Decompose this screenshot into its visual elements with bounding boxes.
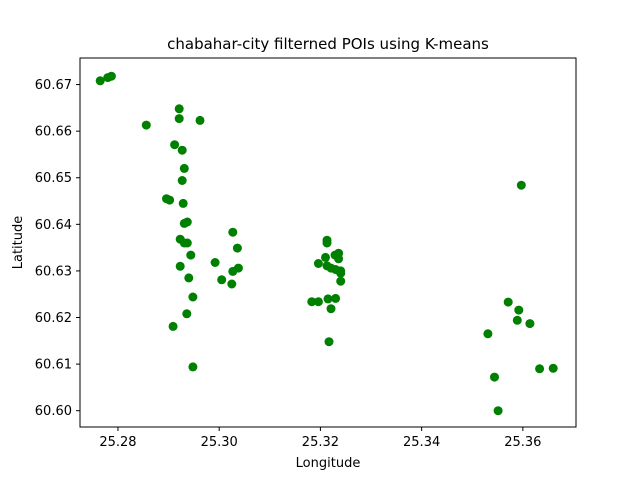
data-point bbox=[228, 266, 238, 276]
x-tick-label: 25.32 bbox=[302, 435, 339, 450]
data-point bbox=[175, 261, 185, 271]
data-point bbox=[210, 258, 220, 267]
data-point bbox=[516, 180, 526, 190]
data-point bbox=[188, 292, 198, 302]
y-tick-label: 60.60 bbox=[35, 404, 72, 419]
x-tick-label: 25.36 bbox=[504, 435, 541, 450]
plot-frame bbox=[79, 57, 577, 428]
data-point bbox=[141, 120, 151, 130]
data-point bbox=[324, 337, 334, 347]
data-point bbox=[334, 254, 344, 264]
data-point bbox=[195, 115, 205, 125]
data-point bbox=[168, 321, 178, 331]
data-point bbox=[170, 140, 180, 150]
data-point bbox=[514, 305, 524, 315]
data-point bbox=[228, 227, 238, 237]
data-point bbox=[493, 406, 503, 416]
y-tick-label: 60.67 bbox=[35, 78, 72, 93]
data-point bbox=[178, 198, 188, 208]
data-point bbox=[182, 217, 192, 227]
y-tick-label: 60.66 bbox=[35, 125, 72, 140]
x-tick-label: 25.28 bbox=[99, 435, 136, 450]
data-point bbox=[232, 243, 242, 253]
x-tick-label: 25.34 bbox=[403, 435, 440, 450]
x-axis: 25.28 25.30 25.32 25.34 25.36 bbox=[99, 427, 541, 450]
data-point bbox=[177, 176, 187, 185]
data-point bbox=[483, 329, 493, 339]
data-point bbox=[188, 362, 198, 372]
data-point bbox=[182, 309, 192, 319]
data-point bbox=[106, 71, 116, 81]
y-axis: 60.60 60.61 60.62 60.63 60.64 60.65 60.66 60.67 bbox=[35, 78, 80, 419]
chart-title: chabahar-city filterned POIs using K-mea… bbox=[167, 35, 489, 53]
data-point bbox=[313, 297, 323, 307]
data-point bbox=[535, 364, 545, 374]
data-point bbox=[503, 297, 513, 307]
data-point bbox=[307, 297, 317, 307]
data-point bbox=[165, 195, 175, 205]
data-point bbox=[331, 293, 341, 303]
data-point bbox=[326, 304, 336, 314]
data-point bbox=[174, 104, 184, 114]
data-point bbox=[182, 238, 192, 248]
data-point bbox=[322, 238, 332, 248]
y-tick-label: 60.62 bbox=[35, 311, 72, 326]
data-point bbox=[177, 145, 187, 155]
data-point bbox=[512, 315, 522, 325]
data-point bbox=[323, 294, 333, 304]
data-point bbox=[174, 114, 184, 124]
x-axis-label: Longitude bbox=[296, 456, 361, 471]
data-point bbox=[179, 163, 189, 173]
y-axis-label: Latitude bbox=[11, 216, 26, 270]
data-point bbox=[336, 276, 346, 286]
y-tick-label: 60.65 bbox=[35, 171, 72, 186]
data-point bbox=[184, 273, 194, 283]
data-point bbox=[525, 319, 535, 329]
data-point bbox=[548, 363, 558, 373]
y-tick-label: 60.64 bbox=[35, 218, 72, 233]
x-tick-label: 25.30 bbox=[201, 435, 238, 450]
data-point bbox=[95, 76, 105, 86]
y-tick-label: 60.63 bbox=[35, 264, 72, 279]
y-tick-label: 60.61 bbox=[35, 358, 72, 373]
data-point bbox=[321, 252, 330, 262]
points-layer bbox=[95, 71, 558, 416]
data-point bbox=[336, 268, 346, 278]
data-point bbox=[490, 372, 499, 382]
data-point bbox=[227, 279, 237, 289]
data-point bbox=[313, 259, 323, 268]
data-point bbox=[217, 275, 227, 285]
data-point bbox=[186, 250, 196, 260]
